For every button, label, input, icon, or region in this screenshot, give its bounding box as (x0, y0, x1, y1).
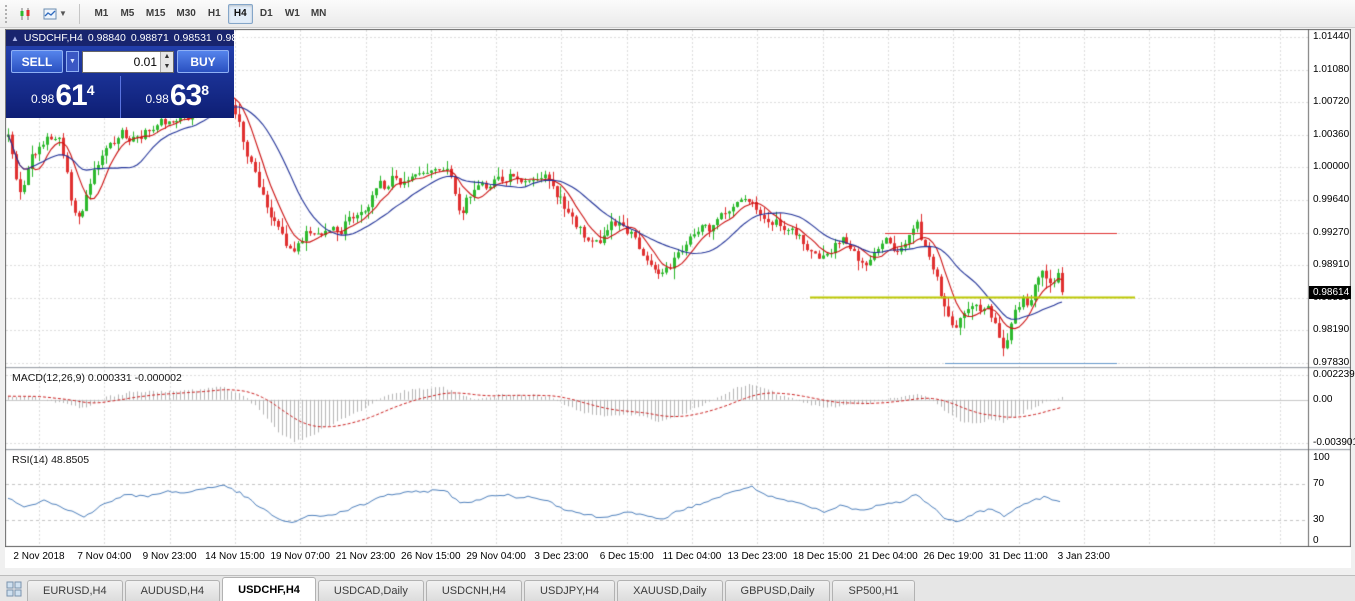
tab-usdchf-h4[interactable]: USDCHF,H4 (222, 577, 316, 601)
trade-options-dropdown[interactable]: ▼ (66, 51, 79, 72)
tab-audusd-h4[interactable]: AUDUSD,H4 (124, 580, 221, 601)
timeframe-m30[interactable]: M30 (176, 8, 196, 19)
toolbar-separator (78, 3, 80, 24)
tab-usdcad-daily[interactable]: USDCAD,Daily (317, 580, 424, 601)
current-price-tag: 0.98614 (1309, 286, 1351, 299)
chart-window: ▲ USDCHF,H4 0.98840 0.98871 0.98531 0.98… (5, 29, 1355, 547)
time-axis-label: 7 Nov 04:00 (77, 551, 132, 562)
price-scale-label: 0.99640 (1313, 193, 1350, 205)
volume-spinner: ▲ ▼ (160, 51, 173, 72)
price-scale-label: 1.01440 (1313, 31, 1350, 42)
rsi-indicator-label: RSI(14) 48.8505 (12, 454, 90, 466)
sell-price-prefix: 0.98 (30, 92, 55, 106)
macd-scale-label: 0.002239 (1313, 369, 1355, 380)
ohlc-close-value: 0.98614 (216, 32, 255, 44)
timeframe-d1[interactable]: D1 (259, 8, 273, 19)
price-scale-label: 1.00360 (1313, 128, 1350, 140)
sell-price-point: 4 (86, 82, 95, 98)
timeframe-w1[interactable]: W1 (284, 8, 300, 19)
price-scale-label: 1.00000 (1313, 161, 1350, 173)
timeframe-m1[interactable]: M1 (94, 8, 109, 19)
sell-price-display[interactable]: 0.98 61 4 (6, 76, 121, 118)
volume-decrement-button[interactable]: ▼ (161, 61, 173, 72)
sell-price-pips: 61 (55, 79, 87, 112)
rsi-scale-label: 0 (1313, 535, 1319, 546)
tab-eurusd-h4[interactable]: EURUSD,H4 (27, 580, 123, 601)
time-axis-label: 3 Dec 23:00 (534, 551, 589, 562)
tab-usdjpy-h4[interactable]: USDJPY,H4 (524, 580, 616, 601)
time-axis-label: 9 Nov 23:00 (142, 551, 197, 562)
time-axis-label: 26 Nov 15:00 (401, 551, 461, 562)
price-scale[interactable]: 1.01440 1.01080 1.00720 1.00360 1.00000 0.996… (1309, 29, 1355, 547)
timeframe-buttons: M1 M5 M15 M30 H1 H4 D1 W1 MN (89, 3, 331, 24)
volume-increment-button[interactable]: ▲ (161, 51, 173, 62)
ohlc-high-value: 0.98871 (130, 32, 169, 44)
chart-profiles-dropdown-button[interactable]: ▼ (38, 3, 72, 25)
price-scale-label: 0.97830 (1313, 357, 1350, 368)
charts-grid-icon[interactable] (6, 581, 22, 597)
timeframe-mn[interactable]: MN (310, 8, 327, 19)
time-axis-label: 19 Nov 07:00 (270, 551, 330, 562)
time-axis-label: 11 Dec 04:00 (662, 551, 722, 562)
chart-tabs: EURUSD,H4 AUDUSD,H4 USDCHF,H4 USDCAD,Daily U… (27, 577, 917, 601)
chart-profile-icon (43, 8, 57, 19)
macd-scale-label: -0.003901 (1313, 437, 1355, 448)
ohlc-low-value: 0.98531 (173, 32, 212, 44)
timeframe-h1[interactable]: H1 (207, 8, 221, 19)
chevron-down-icon: ▼ (59, 8, 67, 18)
time-axis-label: 21 Nov 23:00 (335, 551, 396, 562)
time-axis-label: 18 Dec 15:00 (792, 551, 853, 562)
time-axis-label: 3 Jan 23:00 (1057, 551, 1110, 562)
buy-price-prefix: 0.98 (145, 92, 169, 106)
time-axis-label: 29 Nov 04:00 (466, 551, 526, 562)
tab-sp500-h1[interactable]: SP500,H1 (832, 580, 915, 601)
rsi-scale-label: 30 (1313, 513, 1325, 525)
tab-usdcnh-h4[interactable]: USDCNH,H4 (425, 580, 523, 601)
timeframe-h4[interactable]: H4 (227, 3, 253, 24)
time-axis-label: 31 Dec 11:00 (989, 551, 1048, 562)
time-axis-label: 6 Dec 15:00 (599, 551, 654, 562)
chart-tabs-bar: EURUSD,H4 AUDUSD,H4 USDCHF,H4 USDCAD,Daily U… (0, 575, 1355, 601)
symbol-timeframe-label: USDCHF,H4 (23, 32, 83, 44)
buy-price-pips: 63 (169, 79, 202, 112)
price-scale-label: 1.00720 (1313, 96, 1350, 108)
sell-button[interactable]: SELL (11, 50, 63, 73)
buy-price-point: 8 (201, 82, 210, 98)
rsi-scale-label: 70 (1313, 478, 1325, 490)
buy-price-display[interactable]: 0.98 63 8 (121, 76, 235, 118)
macd-scale-label: 0.00 (1313, 393, 1333, 405)
time-axis-label: 14 Nov 15:00 (205, 551, 265, 562)
time-axis[interactable]: 2 Nov 2018 7 Nov 04:00 9 Nov 23:00 14 Nov 1… (5, 548, 1351, 568)
timeframe-m5[interactable]: M5 (120, 8, 135, 19)
time-axis-label: 2 Nov 2018 (13, 551, 65, 562)
time-axis-label: 21 Dec 04:00 (858, 551, 918, 562)
ohlc-open-value: 0.98840 (87, 32, 126, 44)
buy-button[interactable]: BUY (177, 50, 229, 73)
macd-indicator-label: MACD(12,26,9) 0.000331 -0.000002 (12, 372, 182, 384)
trade-controls-row: SELL ▼ ▲ ▼ BUY (6, 46, 234, 76)
tab-xauusd-daily[interactable]: XAUUSD,Daily (617, 580, 723, 601)
one-click-trading-panel: ▲ USDCHF,H4 0.98840 0.98871 0.98531 0.98… (6, 30, 255, 118)
toolbar-grip[interactable] (5, 4, 9, 23)
rsi-scale-label: 100 (1313, 451, 1330, 463)
chart-ohlc-header: ▲ USDCHF,H4 0.98840 0.98871 0.98531 0.98… (6, 30, 255, 46)
volume-input[interactable] (82, 50, 174, 73)
tab-gbpusd-daily[interactable]: GBPUSD,Daily (724, 580, 831, 601)
price-scale-label: 1.01080 (1313, 63, 1350, 75)
price-scale-label: 0.98190 (1313, 324, 1350, 336)
volume-field: ▲ ▼ (82, 50, 174, 73)
chart-icon-button[interactable] (14, 3, 38, 25)
time-axis-label: 26 Dec 19:00 (923, 551, 983, 562)
price-scale-label: 0.99270 (1313, 226, 1350, 238)
toolbar: ▼ M1 M5 M15 M30 H1 H4 D1 W1 MN (0, 0, 1355, 28)
time-axis-label: 13 Dec 23:00 (727, 551, 788, 562)
timeframe-m15[interactable]: M15 (145, 8, 166, 19)
price-scale-label: 0.98910 (1313, 259, 1350, 271)
trade-prices-row: 0.98 61 4 0.98 63 8 (6, 76, 234, 118)
candlestick-chart-icon (20, 7, 30, 20)
collapse-trade-panel-icon[interactable]: ▲ (11, 33, 19, 43)
